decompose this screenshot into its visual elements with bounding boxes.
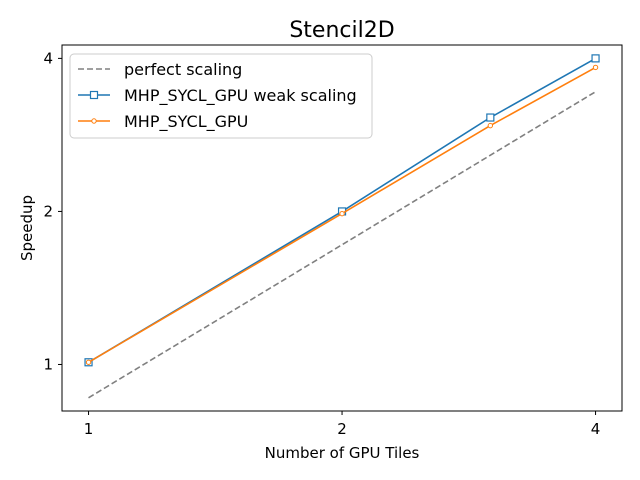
x-tick-label: 2: [337, 420, 347, 438]
legend-marker-circle: [91, 118, 97, 124]
data-point-circle: [85, 359, 92, 365]
series-layer: [84, 54, 600, 399]
data-point-circle: [592, 64, 599, 71]
legend-label: perfect scaling: [124, 60, 242, 79]
ticks-layer: 1 2 4 1 2 4: [43, 49, 600, 438]
legend-label: MHP_SYCL_GPU: [124, 112, 248, 132]
legend-items: perfect scaling MHP_SYCL_GPU weak scaling…: [78, 60, 357, 132]
chart-title: Stencil2D: [289, 18, 394, 43]
y-tick-label: 4: [43, 49, 53, 67]
data-point-square: [591, 54, 600, 63]
legend-frame: [69, 53, 373, 139]
data-point-circle: [487, 122, 494, 129]
legend-marker-square: [89, 90, 99, 100]
y-axis-label: Speedup: [18, 195, 36, 261]
y-tick-label: 1: [43, 355, 53, 373]
x-tick-label: 1: [84, 420, 94, 438]
legend-label: MHP_SYCL_GPU weak scaling: [124, 86, 357, 106]
x-axis-label: Number of GPU Tiles: [265, 444, 420, 462]
y-tick-label: 2: [43, 202, 53, 220]
legend: perfect scaling MHP_SYCL_GPU weak scaling…: [69, 53, 373, 139]
series-line-2: [88, 66, 596, 363]
series-line-1: [88, 57, 596, 363]
data-point-square: [486, 113, 495, 122]
x-tick-label: 4: [591, 420, 601, 438]
data-point-circle: [339, 210, 345, 217]
